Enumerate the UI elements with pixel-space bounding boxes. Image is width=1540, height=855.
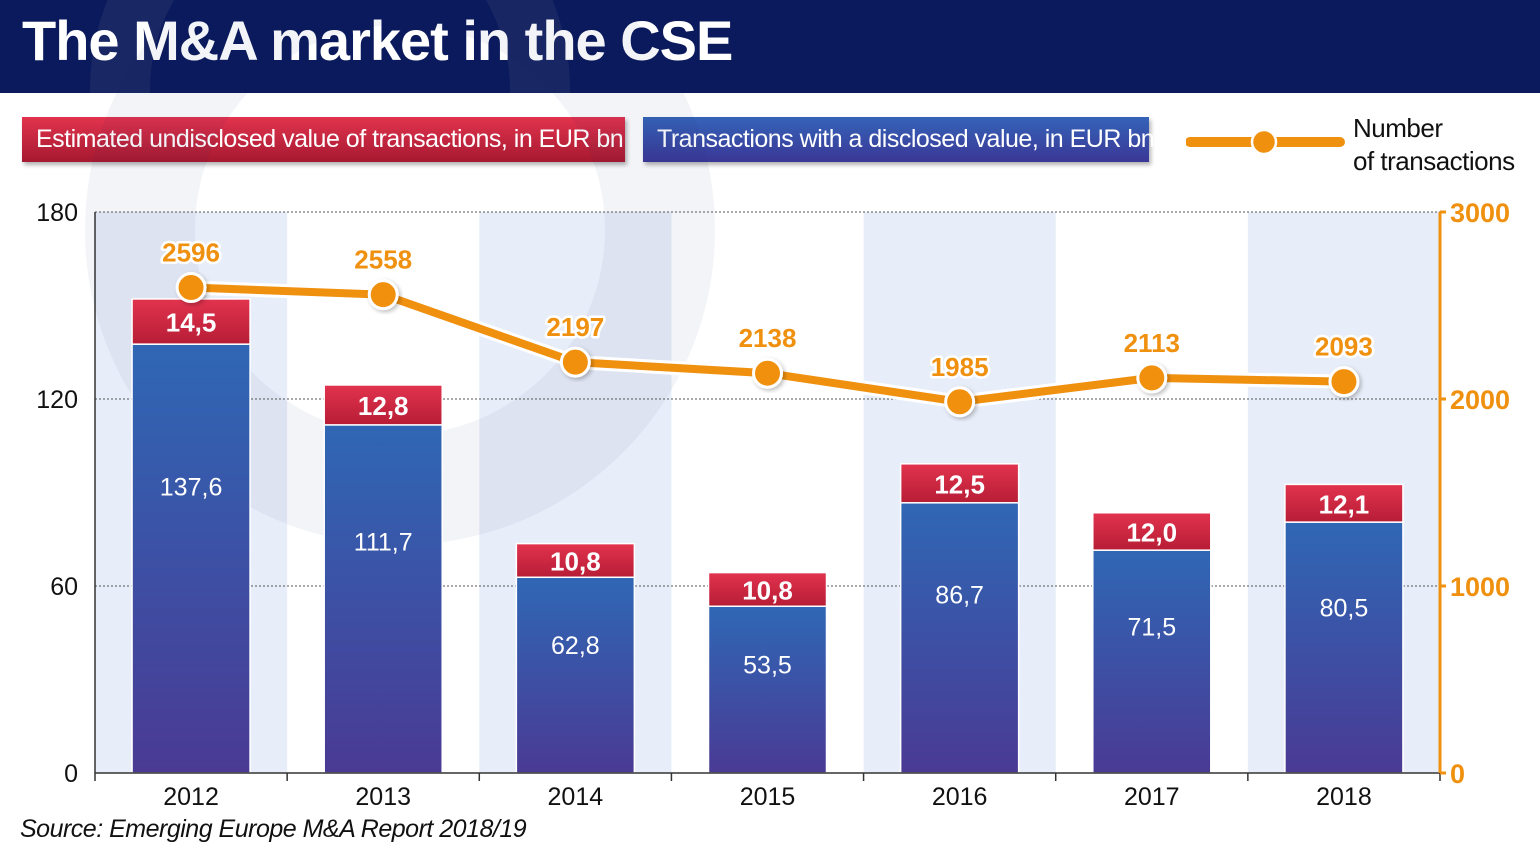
header-bar: The M&A market in the CSE xyxy=(0,0,1540,93)
bar-undisclosed xyxy=(899,463,1020,504)
bar-disclosed xyxy=(1092,549,1212,774)
page-title: The M&A market in the CSE xyxy=(22,9,733,72)
x-tick-label: 2012 xyxy=(163,783,219,811)
x-tick-label: 2015 xyxy=(740,783,796,811)
bar-undisclosed xyxy=(323,384,443,426)
background-band xyxy=(1247,212,1440,773)
background-band xyxy=(95,212,288,773)
legend-disclosed: Transactions with a disclosed value, in … xyxy=(643,117,1155,162)
bar-disclosed-label: 111,7 xyxy=(354,528,413,556)
line-series xyxy=(187,283,1348,406)
x-tick-label: 2018 xyxy=(1316,783,1372,811)
bar-undisclosed-label: 12,8 xyxy=(358,391,409,421)
y-left-tick-label: 60 xyxy=(50,573,78,601)
bar-undisclosed-label: 10,8 xyxy=(550,546,601,576)
line-point-label: 2138 xyxy=(739,323,797,353)
line-point-label: 2558 xyxy=(354,245,412,275)
bar-undisclosed-label: 12,5 xyxy=(934,469,985,499)
legend-line-marker xyxy=(1186,128,1345,156)
bar-undisclosed-label: 12,1 xyxy=(1319,489,1370,519)
bar-disclosed xyxy=(131,343,251,774)
line-point-label: 1985 xyxy=(931,352,989,382)
bar-undisclosed xyxy=(1092,512,1212,551)
y-left-tick-label: 180 xyxy=(36,199,78,227)
line-outline xyxy=(184,280,1351,409)
line-point xyxy=(944,386,976,418)
legend-line-label-1: Number xyxy=(1353,113,1443,143)
bar-disclosed-label: 62,8 xyxy=(551,632,600,660)
y-right-tick-label: 1000 xyxy=(1450,572,1510,602)
line-point xyxy=(175,272,207,304)
x-tick-label: 2017 xyxy=(1124,783,1180,811)
x-tick-label: 2016 xyxy=(932,783,988,811)
bar-disclosed xyxy=(899,502,1020,774)
legend-point-icon xyxy=(1250,128,1278,156)
line-point-label: 2197 xyxy=(546,312,604,342)
y-right-tick-label: 0 xyxy=(1450,759,1465,789)
bar-disclosed-label: 137,6 xyxy=(160,473,223,501)
bar-undisclosed-label: 14,5 xyxy=(166,308,217,338)
bar-undisclosed xyxy=(707,571,828,608)
y-right-tick-label: 2000 xyxy=(1450,385,1510,415)
bar-undisclosed-label: 12,0 xyxy=(1126,517,1177,547)
line-point-label: 2113 xyxy=(1124,328,1180,358)
legend-line-label: Number of transactions xyxy=(1353,112,1515,178)
bar-disclosed-label: 86,7 xyxy=(935,581,984,609)
bar-disclosed-label: 53,5 xyxy=(743,652,792,680)
background-band xyxy=(863,212,1056,773)
bar-undisclosed xyxy=(515,542,636,579)
background-band xyxy=(479,212,672,773)
legend-line-label-2: of transactions xyxy=(1353,146,1515,176)
y-right-tick-label: 3000 xyxy=(1450,198,1510,228)
line-point xyxy=(752,357,783,389)
x-tick-label: 2013 xyxy=(355,783,411,811)
line-point xyxy=(1328,366,1360,398)
x-tick-label: 2014 xyxy=(548,783,604,811)
y-left-tick-label: 0 xyxy=(64,760,78,788)
source-note: Source: Emerging Europe M&A Report 2018/… xyxy=(20,815,527,843)
bar-disclosed xyxy=(515,576,636,774)
bar-disclosed xyxy=(323,424,443,774)
bar-disclosed xyxy=(707,605,828,774)
bar-undisclosed xyxy=(1284,483,1404,523)
line-point-label: 2093 xyxy=(1315,332,1373,362)
line-point-label: 2596 xyxy=(162,238,220,268)
bar-undisclosed xyxy=(131,298,251,345)
bar-disclosed xyxy=(1284,521,1404,774)
line-point xyxy=(1136,362,1168,394)
line-point xyxy=(559,346,591,378)
bar-disclosed-label: 80,5 xyxy=(1320,594,1369,622)
y-left-tick-label: 120 xyxy=(36,386,78,414)
line-point xyxy=(367,279,399,311)
legend-undisclosed: Estimated undisclosed value of transacti… xyxy=(22,117,625,162)
bar-undisclosed-label: 10,8 xyxy=(742,575,793,605)
bar-disclosed-label: 71,5 xyxy=(1127,613,1176,641)
